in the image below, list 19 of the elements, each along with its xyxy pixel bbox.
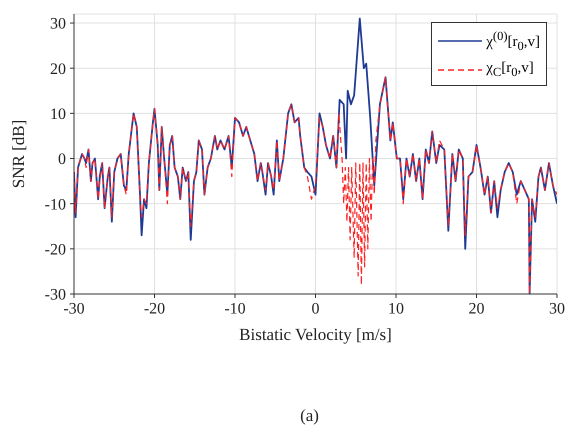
x-tick-label: -30: [63, 300, 85, 318]
y-axis-title: SNR [dB]: [9, 120, 28, 188]
y-tick-label: 30: [50, 16, 66, 33]
y-tick-label: -30: [44, 286, 66, 304]
x-tick-label: 20: [468, 300, 484, 318]
y-tick-label: -20: [44, 242, 66, 259]
x-axis-title: Bistatic Velocity [m/s]: [239, 325, 392, 344]
y-tick-label: 20: [50, 60, 66, 78]
x-tick-label: 0: [312, 300, 320, 318]
x-tick-label: -10: [224, 300, 246, 318]
legend-label: χ$_{C}$[r$_{0}$,v]: [486, 59, 534, 81]
legend-label: χ$^{(0)}$[r$_{0}$,v]: [486, 28, 540, 55]
x-tick-label: 10: [388, 300, 404, 318]
text: (a): [299, 406, 320, 426]
x-tick-label: -20: [144, 300, 166, 318]
y-tick-label: 10: [50, 106, 66, 124]
x-tick-label: 30: [549, 300, 565, 318]
y-tick-label: -10: [44, 196, 66, 214]
y-tick-label: 0: [58, 151, 66, 168]
